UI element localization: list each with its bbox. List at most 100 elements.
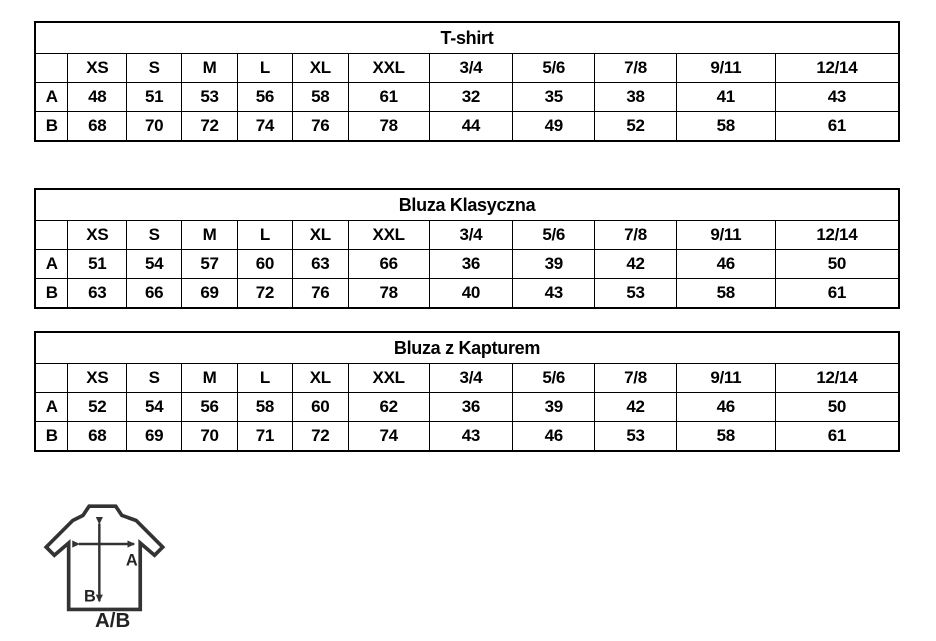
size-cell: 36 [428, 249, 514, 279]
column-header: 9/11 [675, 220, 776, 250]
size-cell: 48 [67, 82, 128, 112]
column-header: 3/4 [428, 363, 514, 393]
size-cell: 42 [594, 392, 677, 422]
column-header: 5/6 [512, 220, 596, 250]
column-header: 3/4 [428, 220, 514, 250]
size-cell: 58 [236, 392, 293, 422]
size-cell: 70 [181, 421, 238, 452]
column-header: XL [291, 53, 349, 83]
size-cell: 58 [291, 82, 349, 112]
column-header: L [236, 220, 293, 250]
size-cell: 53 [594, 421, 677, 452]
column-header: M [181, 363, 238, 393]
length-arrow-label: B [84, 587, 96, 605]
column-header: 9/11 [675, 53, 776, 83]
size-cell: 68 [67, 111, 128, 142]
column-header: XL [291, 220, 349, 250]
size-cell: 40 [428, 278, 514, 309]
size-cell: 51 [126, 82, 183, 112]
size-cell: 57 [181, 249, 238, 279]
size-cell: 63 [291, 249, 349, 279]
size-cell: 53 [594, 278, 677, 309]
row-label: B [34, 421, 69, 452]
row-label: A [34, 392, 69, 422]
size-cell: 52 [67, 392, 128, 422]
row-label: A [34, 249, 69, 279]
column-header: L [236, 53, 293, 83]
column-header: S [126, 53, 183, 83]
corner-cell [34, 363, 69, 393]
column-header: 12/14 [774, 53, 900, 83]
size-cell: 49 [512, 111, 596, 142]
row-label: B [34, 111, 69, 142]
column-header: M [181, 53, 238, 83]
diagram-caption: A/B [95, 609, 130, 630]
size-cell: 43 [774, 82, 900, 112]
size-cell: 60 [236, 249, 293, 279]
size-cell: 39 [512, 392, 596, 422]
size-table-bluza-z-kapturem: Bluza z Kapturem XS S M L XL XXL 3/4 5/6 7/8 9/11 1… [34, 331, 900, 452]
table-row: B 68 70 72 74 76 78 44 49 52 58 61 [34, 111, 900, 142]
size-cell: 61 [347, 82, 430, 112]
column-header: XS [67, 363, 128, 393]
size-cell: 72 [291, 421, 349, 452]
column-header: 5/6 [512, 53, 596, 83]
size-cell: 52 [594, 111, 677, 142]
column-header: 12/14 [774, 220, 900, 250]
size-cell: 76 [291, 278, 349, 309]
size-cell: 58 [675, 111, 776, 142]
size-cell: 74 [347, 421, 430, 452]
size-cell: 54 [126, 392, 183, 422]
size-table-tshirt: T-shirt XS S M L XL XXL 3/4 5/6 7/8 9/11 12/14 A 48 51… [34, 21, 900, 142]
size-cell: 62 [347, 392, 430, 422]
size-cell: 72 [236, 278, 293, 309]
table-row: A 48 51 53 56 58 61 32 35 38 41 43 [34, 82, 900, 112]
column-header: 5/6 [512, 363, 596, 393]
row-label: B [34, 278, 69, 309]
size-cell: 61 [774, 278, 900, 309]
column-header: S [126, 363, 183, 393]
size-cell: 66 [347, 249, 430, 279]
size-cell: 58 [675, 421, 776, 452]
size-cell: 54 [126, 249, 183, 279]
size-cell: 46 [675, 392, 776, 422]
column-header: 7/8 [594, 53, 677, 83]
size-cell: 36 [428, 392, 514, 422]
size-cell: 69 [181, 278, 238, 309]
size-cell: 50 [774, 249, 900, 279]
column-header: 3/4 [428, 53, 514, 83]
size-cell: 43 [512, 278, 596, 309]
column-header: XL [291, 363, 349, 393]
column-header: L [236, 363, 293, 393]
size-cell: 58 [675, 278, 776, 309]
width-arrow-label: A [126, 551, 138, 569]
column-header: M [181, 220, 238, 250]
size-cell: 63 [67, 278, 128, 309]
size-cell: 32 [428, 82, 514, 112]
size-cell: 35 [512, 82, 596, 112]
size-cell: 41 [675, 82, 776, 112]
size-cell: 74 [236, 111, 293, 142]
size-cell: 53 [181, 82, 238, 112]
size-cell: 60 [291, 392, 349, 422]
column-header: XXL [347, 220, 430, 250]
column-header: 12/14 [774, 363, 900, 393]
row-label: A [34, 82, 69, 112]
size-cell: 70 [126, 111, 183, 142]
column-header: 7/8 [594, 220, 677, 250]
size-cell: 38 [594, 82, 677, 112]
size-cell: 69 [126, 421, 183, 452]
size-cell: 61 [774, 421, 900, 452]
column-header: 7/8 [594, 363, 677, 393]
size-cell: 42 [594, 249, 677, 279]
table-title: Bluza Klasyczna [34, 188, 900, 221]
table-title: Bluza z Kapturem [34, 331, 900, 364]
column-header: XXL [347, 53, 430, 83]
size-cell: 50 [774, 392, 900, 422]
tshirt-outline [43, 504, 166, 612]
size-cell: 39 [512, 249, 596, 279]
table-title: T-shirt [34, 21, 900, 54]
size-cell: 51 [67, 249, 128, 279]
size-cell: 61 [774, 111, 900, 142]
column-header: XS [67, 53, 128, 83]
